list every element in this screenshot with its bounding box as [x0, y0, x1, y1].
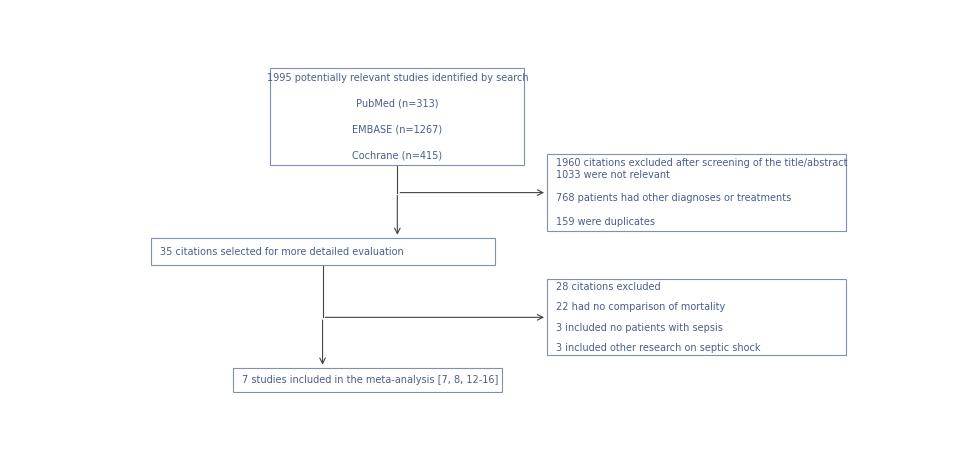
Text: 159 were duplicates: 159 were duplicates: [556, 217, 655, 227]
FancyBboxPatch shape: [151, 238, 494, 266]
FancyBboxPatch shape: [233, 368, 502, 392]
Text: 22 had no comparison of mortality: 22 had no comparison of mortality: [556, 302, 725, 312]
FancyBboxPatch shape: [547, 154, 846, 231]
Text: 3 included no patients with sepsis: 3 included no patients with sepsis: [556, 323, 723, 333]
FancyBboxPatch shape: [547, 279, 846, 356]
Text: 28 citations excluded: 28 citations excluded: [556, 282, 660, 292]
Text: 1960 citations excluded after screening of the title/abstract: 1960 citations excluded after screening …: [556, 158, 847, 168]
Text: 35 citations selected for more detailed evaluation: 35 citations selected for more detailed …: [159, 247, 403, 256]
Text: Cochrane (n=415): Cochrane (n=415): [352, 150, 442, 160]
Text: 1995 potentially relevant studies identified by search: 1995 potentially relevant studies identi…: [266, 72, 528, 82]
Text: 7 studies included in the meta-analysis [7, 8, 12-16]: 7 studies included in the meta-analysis …: [242, 375, 498, 385]
Text: 1033 were not relevant: 1033 were not relevant: [556, 170, 670, 180]
Text: 768 patients had other diagnoses or treatments: 768 patients had other diagnoses or trea…: [556, 194, 791, 203]
Text: EMBASE (n=1267): EMBASE (n=1267): [352, 124, 442, 134]
Text: 3 included other research on septic shock: 3 included other research on septic shoc…: [556, 343, 760, 353]
FancyBboxPatch shape: [270, 68, 525, 165]
Text: PubMed (n=313): PubMed (n=313): [356, 99, 438, 108]
